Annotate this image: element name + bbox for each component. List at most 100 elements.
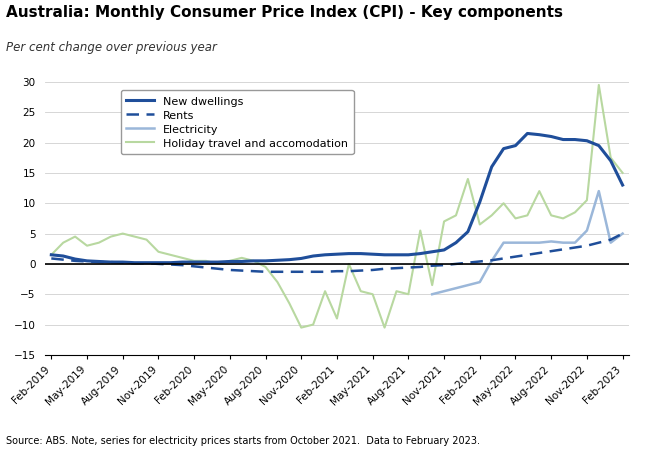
New dwellings — [535, 132, 543, 137]
Holiday travel and accomodation — [178, 255, 186, 261]
Rents — [238, 268, 246, 273]
Holiday travel and accomodation — [71, 234, 79, 239]
Rents — [571, 245, 579, 250]
New dwellings — [214, 259, 222, 265]
Electricity — [524, 240, 531, 245]
Holiday travel and accomodation — [559, 216, 567, 221]
New dwellings — [226, 259, 234, 264]
Text: Source: ABS. Note, series for electricity prices starts from October 2021.  Data: Source: ABS. Note, series for electricit… — [6, 436, 480, 446]
New dwellings — [143, 260, 150, 265]
Rents — [131, 261, 139, 266]
Holiday travel and accomodation — [167, 252, 174, 258]
Holiday travel and accomodation — [191, 258, 198, 263]
Holiday travel and accomodation — [535, 188, 543, 194]
New dwellings — [524, 131, 531, 136]
Electricity — [464, 283, 472, 288]
Text: Australia: Monthly Consumer Price Index (CPI) - Key components: Australia: Monthly Consumer Price Index … — [6, 5, 564, 20]
Rents — [524, 252, 531, 258]
New dwellings — [47, 252, 55, 258]
Holiday travel and accomodation — [607, 155, 614, 161]
Holiday travel and accomodation — [404, 292, 412, 297]
Electricity — [559, 240, 567, 245]
Holiday travel and accomodation — [249, 258, 257, 263]
Electricity — [440, 288, 448, 294]
Holiday travel and accomodation — [524, 212, 531, 218]
New dwellings — [167, 260, 174, 265]
Rents — [119, 260, 126, 265]
Holiday travel and accomodation — [321, 288, 329, 294]
Electricity — [595, 188, 603, 194]
Holiday travel and accomodation — [357, 288, 365, 294]
Holiday travel and accomodation — [297, 325, 305, 330]
New dwellings — [571, 137, 579, 142]
Holiday travel and accomodation — [95, 240, 103, 245]
Electricity — [535, 240, 543, 245]
Rents — [393, 265, 400, 271]
Rents — [249, 268, 257, 274]
Rents — [178, 263, 186, 268]
Rents — [167, 262, 174, 267]
Holiday travel and accomodation — [131, 234, 139, 239]
Holiday travel and accomodation — [333, 316, 341, 321]
New dwellings — [154, 260, 162, 265]
Rents — [369, 267, 376, 273]
Holiday travel and accomodation — [488, 212, 496, 218]
Electricity — [571, 240, 579, 245]
Holiday travel and accomodation — [83, 243, 91, 248]
Rents — [512, 254, 520, 259]
New dwellings — [488, 164, 496, 170]
Holiday travel and accomodation — [47, 252, 55, 258]
Rents — [548, 248, 555, 254]
New dwellings — [440, 247, 448, 253]
Rents — [345, 268, 353, 274]
Electricity — [512, 240, 520, 245]
Holiday travel and accomodation — [512, 216, 520, 221]
New dwellings — [119, 259, 126, 265]
Holiday travel and accomodation — [202, 258, 210, 263]
Rents — [143, 261, 150, 266]
Rents — [595, 240, 603, 245]
Electricity — [428, 292, 436, 297]
New dwellings — [83, 258, 91, 263]
Rents — [619, 231, 627, 236]
Rents — [191, 263, 198, 269]
Holiday travel and accomodation — [452, 212, 460, 218]
Rents — [226, 267, 234, 273]
New dwellings — [369, 252, 376, 257]
New dwellings — [404, 252, 412, 258]
New dwellings — [619, 182, 627, 188]
New dwellings — [60, 253, 67, 259]
Rents — [488, 258, 496, 263]
Holiday travel and accomodation — [214, 261, 222, 267]
Holiday travel and accomodation — [500, 201, 507, 206]
New dwellings — [500, 146, 507, 152]
New dwellings — [238, 259, 246, 264]
Rents — [107, 259, 115, 265]
Holiday travel and accomodation — [440, 219, 448, 224]
Line: New dwellings: New dwellings — [51, 133, 623, 263]
Holiday travel and accomodation — [143, 237, 150, 243]
Holiday travel and accomodation — [226, 258, 234, 263]
Rents — [95, 259, 103, 265]
Electricity — [619, 231, 627, 236]
New dwellings — [345, 251, 353, 256]
New dwellings — [380, 252, 388, 258]
Holiday travel and accomodation — [417, 228, 424, 233]
Holiday travel and accomodation — [262, 264, 270, 270]
New dwellings — [452, 240, 460, 245]
Holiday travel and accomodation — [119, 231, 126, 236]
Line: Rents: Rents — [51, 233, 623, 272]
New dwellings — [95, 259, 103, 264]
Rents — [273, 269, 281, 274]
New dwellings — [297, 256, 305, 261]
Rents — [321, 269, 329, 274]
New dwellings — [131, 260, 139, 265]
Rents — [262, 269, 270, 274]
Holiday travel and accomodation — [273, 279, 281, 285]
Electricity — [476, 279, 483, 285]
Holiday travel and accomodation — [60, 240, 67, 245]
Holiday travel and accomodation — [583, 197, 591, 203]
Rents — [297, 269, 305, 274]
Rents — [535, 250, 543, 256]
Rents — [404, 265, 412, 270]
